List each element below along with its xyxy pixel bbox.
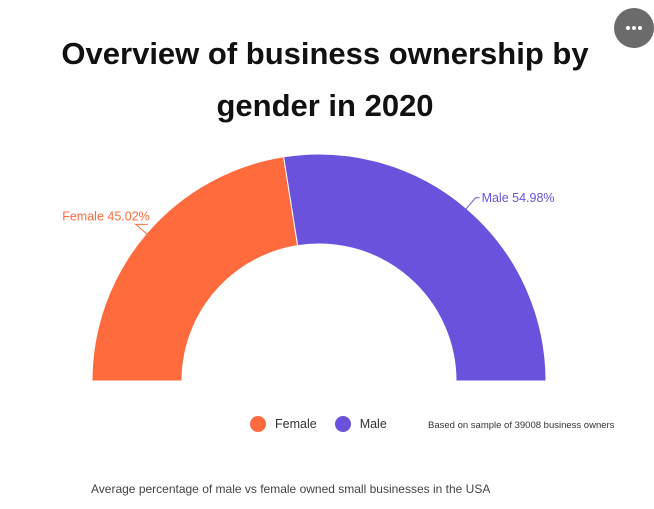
- slice-female[interactable]: [91, 156, 299, 382]
- legend-label-male: Male: [359, 417, 387, 431]
- data-label-female: Female 45.02%: [62, 209, 150, 223]
- semicircle-donut-chart: Female 45.02% Male 54.98%: [62, 153, 555, 382]
- slice-male[interactable]: [283, 153, 547, 382]
- legend-item-female[interactable]: Female: [250, 416, 317, 432]
- legend-swatch-male: [334, 416, 351, 432]
- legend-item-male[interactable]: Male: [334, 416, 387, 432]
- sample-note: Based on sample of 39008 business owners: [428, 420, 615, 431]
- legend-label-female: Female: [275, 417, 317, 431]
- chart-title: Overview of business ownership by gender…: [61, 36, 589, 123]
- leader-line-female: [134, 223, 149, 236]
- legend-swatch-female: [250, 416, 266, 432]
- chart-legend: Female Male: [250, 414, 405, 434]
- more-options-button[interactable]: [614, 8, 654, 48]
- more-horizontal-icon: [626, 26, 642, 30]
- leader-line-male: [464, 197, 480, 211]
- chart-caption: Average percentage of male vs female own…: [91, 482, 491, 496]
- data-label-male: Male 54.98%: [482, 191, 555, 205]
